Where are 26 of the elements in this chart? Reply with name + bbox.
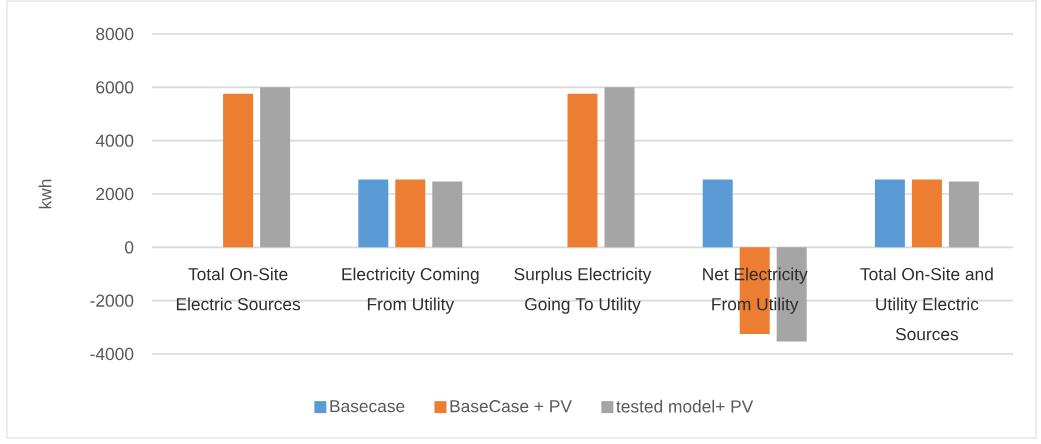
y-tick-label: 2000 <box>96 187 134 201</box>
x-tick-label: Total On-Site and Utility Electric Sources <box>860 267 993 341</box>
y-tick-label: 6000 <box>96 81 134 94</box>
bar <box>948 181 979 248</box>
legend-label: Basecase <box>330 400 405 413</box>
bar <box>358 179 389 248</box>
x-tick-label: Electricity Coming From Utility <box>342 267 479 314</box>
y-tick-label: 4000 <box>95 134 134 147</box>
bar <box>223 93 254 248</box>
y-tick-label: -2000 <box>90 294 134 307</box>
x-tick-label: Surplus Electricity Going To Utility <box>514 267 652 314</box>
bar <box>874 179 905 248</box>
bar <box>395 179 426 248</box>
bar <box>432 181 463 248</box>
legend-label: tested model+ PV <box>616 399 754 413</box>
bar <box>702 179 733 248</box>
x-tick-label: Total On-Site Electric Sources <box>176 267 301 311</box>
bar <box>567 93 598 248</box>
bar <box>911 179 942 248</box>
y-tick-label: 8000 <box>96 27 134 41</box>
y-axis-title: kwh <box>38 179 52 209</box>
y-tick-label: 0 <box>124 241 134 254</box>
y-tick-label: -4000 <box>90 347 134 361</box>
bar <box>260 87 291 248</box>
legend-label: BaseCase + PV <box>450 400 572 413</box>
bar <box>604 87 635 248</box>
